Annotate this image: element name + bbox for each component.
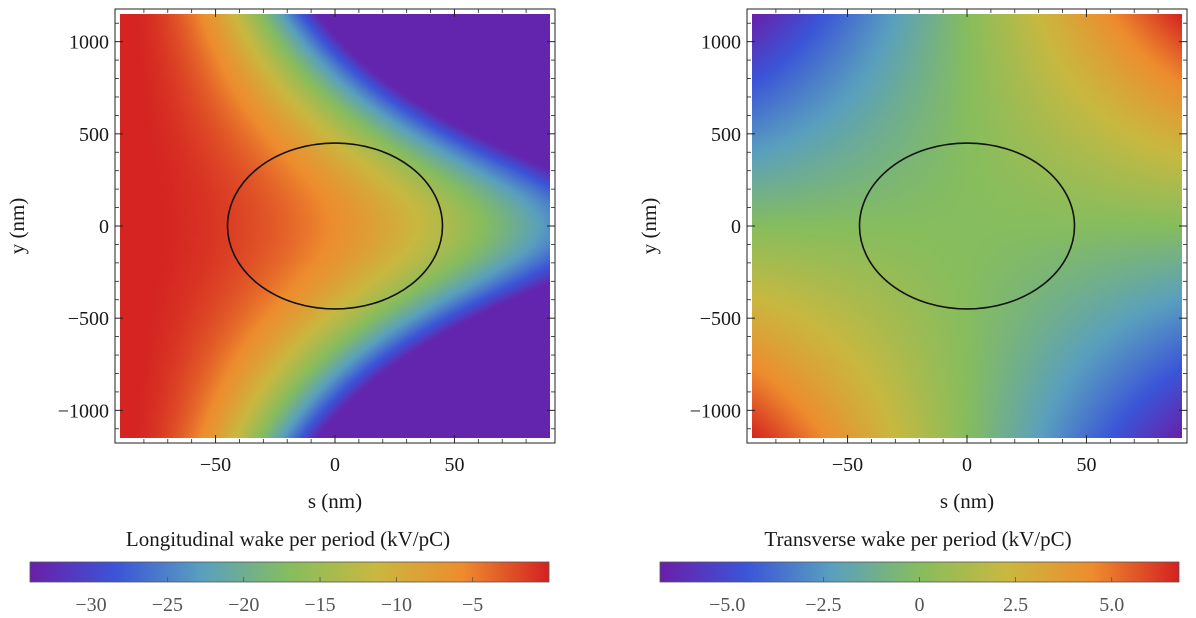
colorbar-tick-label: −10 bbox=[381, 594, 412, 616]
colorbar-tick-label: −5 bbox=[462, 594, 483, 616]
colorbar-tick-label: −30 bbox=[75, 594, 106, 616]
y-tick-label: −500 bbox=[700, 308, 741, 330]
y-tick-label: 1000 bbox=[701, 32, 741, 54]
x-tick-label: 50 bbox=[444, 454, 464, 476]
y-tick-label: 500 bbox=[79, 124, 109, 146]
colorbar-tick-label: −20 bbox=[228, 594, 259, 616]
colorbar-tick-label: −15 bbox=[304, 594, 335, 616]
x-axis-label: s (nm) bbox=[308, 489, 362, 513]
colorbar-title: Longitudinal wake per period (kV/pC) bbox=[126, 527, 450, 551]
colorbar-tick-label: −25 bbox=[152, 594, 183, 616]
colorbar-tick-label: 2.5 bbox=[1003, 594, 1028, 616]
y-tick-label: 0 bbox=[731, 216, 741, 238]
x-tick-label: 0 bbox=[962, 454, 972, 476]
y-tick-label: −500 bbox=[68, 308, 109, 330]
colorbar bbox=[29, 561, 550, 583]
colorbar-tick-label: −5.0 bbox=[709, 594, 745, 616]
bunch-ellipse bbox=[858, 142, 1076, 310]
y-tick-label: −1000 bbox=[58, 400, 109, 422]
colorbar-title: Transverse wake per period (kV/pC) bbox=[764, 527, 1071, 551]
colorbar-tick-label: 5.0 bbox=[1099, 594, 1124, 616]
y-tick-label: 0 bbox=[99, 216, 109, 238]
bunch-ellipse bbox=[226, 142, 444, 310]
colorbar-tick-label: 0 bbox=[915, 594, 925, 616]
y-tick-label: 500 bbox=[711, 124, 741, 146]
heatmap-field bbox=[752, 14, 1182, 438]
y-tick-label: 1000 bbox=[69, 32, 109, 54]
x-tick-label: −50 bbox=[832, 454, 863, 476]
heatmap-field bbox=[120, 14, 550, 438]
x-tick-label: 50 bbox=[1076, 454, 1096, 476]
colorbar-tick-label: −2.5 bbox=[805, 594, 841, 616]
y-tick-label: −1000 bbox=[690, 400, 741, 422]
y-axis-label: y (nm) bbox=[5, 198, 29, 255]
x-tick-label: −50 bbox=[200, 454, 231, 476]
x-axis-label: s (nm) bbox=[940, 489, 994, 513]
y-axis-label: y (nm) bbox=[637, 198, 661, 255]
x-tick-label: 0 bbox=[330, 454, 340, 476]
